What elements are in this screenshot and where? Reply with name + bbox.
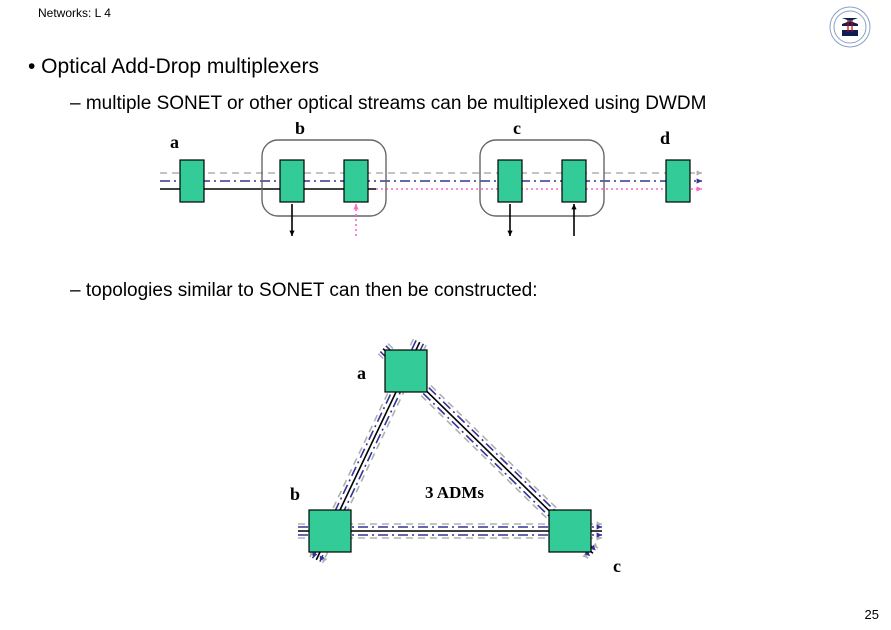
svg-text:b: b: [295, 122, 305, 138]
linear-dwdm-diagram: a b c d: [150, 122, 710, 252]
svg-text:d: d: [660, 128, 670, 148]
slide-title: • Optical Add-Drop multiplexers: [28, 55, 319, 79]
svg-text:b: b: [290, 484, 300, 504]
page-number: 25: [865, 607, 879, 622]
svg-text:3 ADMs: 3 ADMs: [425, 483, 484, 502]
svg-text:a: a: [357, 363, 366, 383]
university-crest-logo: [829, 6, 871, 48]
ring-adm-diagram: a b c 3 ADMs: [255, 312, 675, 602]
svg-text:c: c: [613, 556, 621, 576]
svg-text:c: c: [513, 122, 521, 138]
svg-text:a: a: [170, 132, 179, 152]
sub-bullet-2: – topologies similar to SONET can then b…: [70, 280, 538, 302]
sub-bullet-1: – multiple SONET or other optical stream…: [70, 93, 706, 115]
page-header-label: Networks: L 4: [38, 6, 111, 20]
